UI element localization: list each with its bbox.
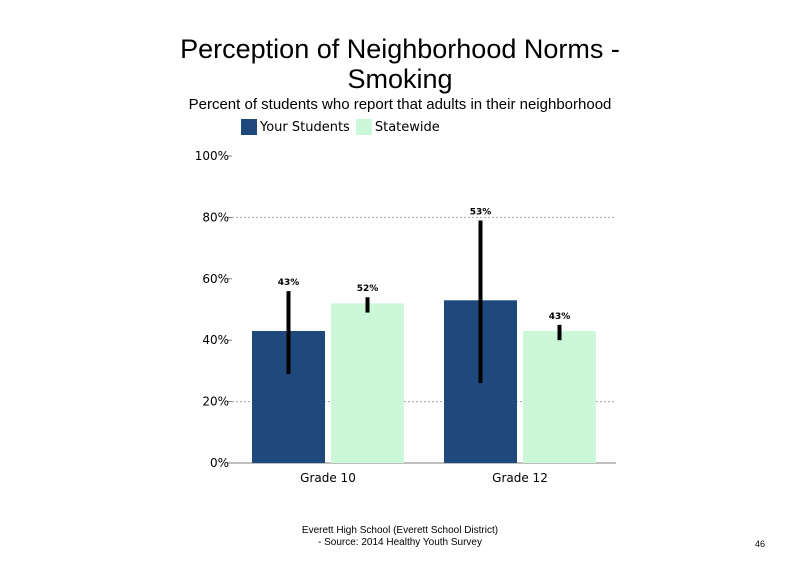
x-tick-label: Grade 12 (492, 471, 548, 485)
bar (331, 303, 404, 463)
chart-title-line-2: Smoking (347, 64, 453, 94)
chart-subtitle: Percent of students who report that adul… (188, 96, 612, 113)
data-label: 43% (549, 312, 571, 322)
legend-item-your-students: Your Students (241, 119, 350, 135)
y-tick-label: 100% (195, 149, 229, 163)
chart-title-line-1: Perception of Neighborhood Norms - (180, 34, 620, 64)
chart-legend: Your Students Statewide (241, 117, 446, 137)
chart-title: Perception of Neighborhood Norms - Smoki… (0, 34, 800, 94)
legend-swatch-statewide (355, 119, 372, 135)
bar (523, 330, 596, 463)
bar (252, 330, 325, 463)
bar (444, 300, 517, 463)
legend-swatch-your-students (241, 119, 257, 135)
y-tick-label: 40% (202, 333, 229, 347)
legend-item-statewide: Statewide (355, 119, 440, 135)
slide-footer: Everett High School (Everett School Dist… (250, 525, 550, 549)
y-tick-label: 80% (202, 210, 229, 224)
y-tick-label: 60% (202, 272, 229, 286)
y-tick-label: 20% (202, 395, 229, 409)
x-tick-label: Grade 10 (300, 471, 356, 485)
footer-school: Everett High School (Everett School Dist… (301, 525, 499, 536)
footer-source: - Source: 2014 Healthy Youth Survey (318, 537, 482, 548)
y-tick-label: 0% (210, 456, 229, 470)
page-number: 46 (755, 539, 766, 549)
data-label: 43% (278, 278, 300, 288)
legend-label-statewide: Statewide (374, 119, 440, 135)
data-label: 52% (357, 284, 379, 294)
legend-label-your-students: Your Students (260, 119, 350, 135)
data-label: 53% (470, 207, 492, 217)
